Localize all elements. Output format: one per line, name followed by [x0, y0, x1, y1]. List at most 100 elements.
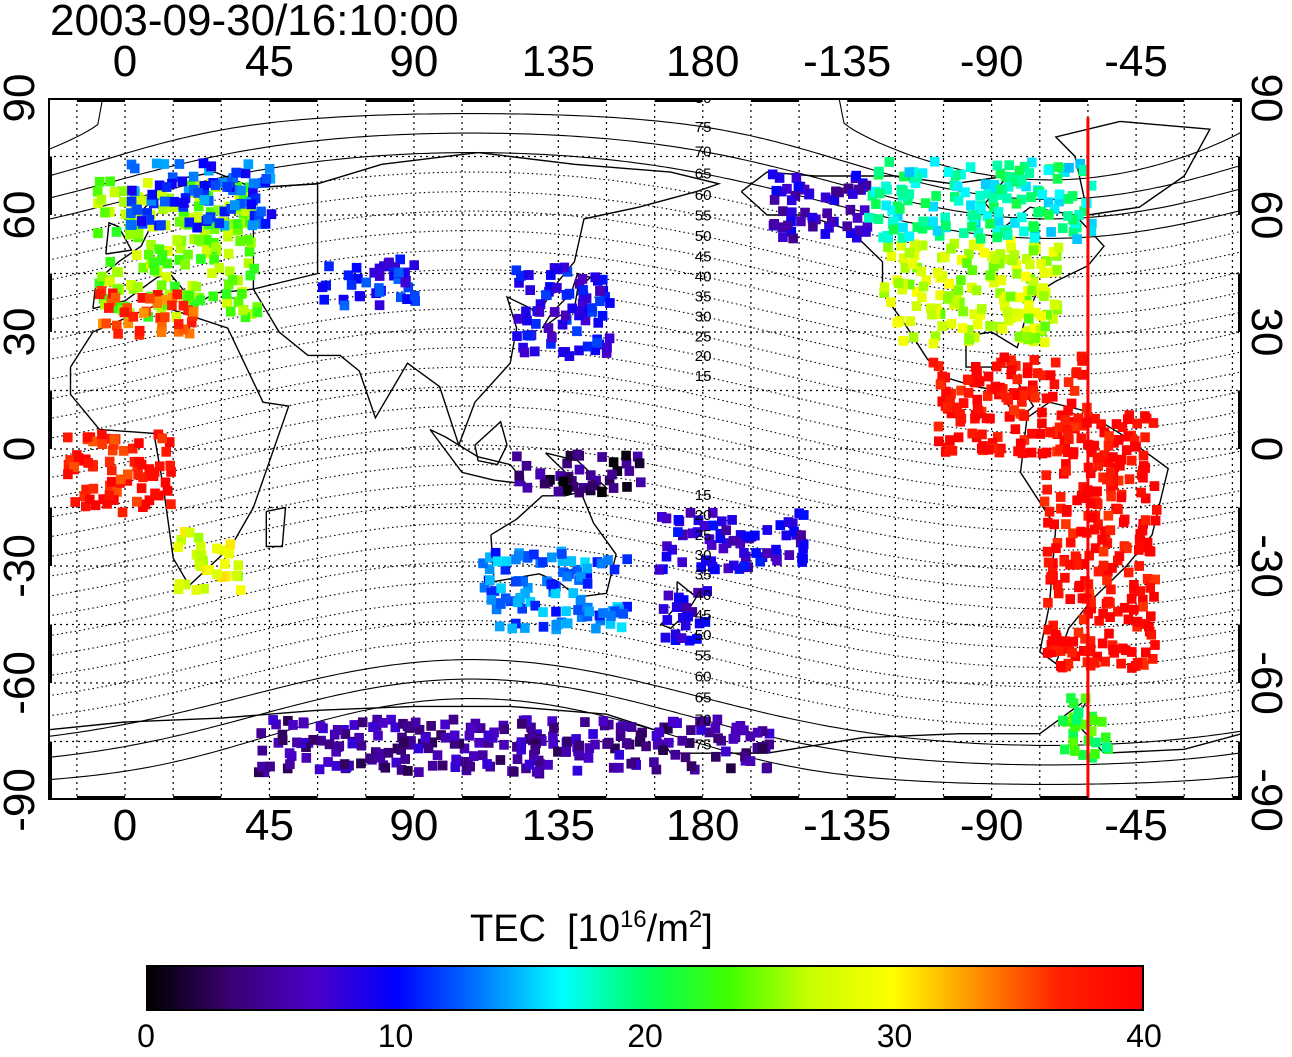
tec-pixel [576, 571, 586, 582]
tec-pixel [800, 207, 810, 218]
tec-pixel [700, 617, 711, 627]
tec-pixel [693, 515, 704, 526]
tec-pixel [634, 458, 645, 469]
tec-pixel [250, 193, 261, 204]
contour-line [48, 171, 1242, 259]
tec-pixel [1002, 230, 1013, 240]
y-tick-left-0: 90 [0, 73, 44, 123]
tec-pixel [1049, 379, 1060, 390]
tec-pixel [372, 714, 382, 725]
frame-tick-bar [847, 796, 896, 800]
tec-pixel [104, 303, 114, 313]
tec-pixel [920, 198, 931, 209]
tec-pixel [1042, 309, 1052, 320]
tec-pixel [985, 413, 995, 424]
tec-pixel [1109, 437, 1119, 448]
tec-pixel [168, 202, 178, 212]
tec-pixel [1148, 654, 1158, 664]
tec-pixel [63, 469, 73, 480]
tec-pixel [826, 217, 837, 227]
tec-pixel [1116, 492, 1127, 503]
tec-pixel [928, 338, 939, 349]
tec-pixel [340, 729, 351, 739]
tec-pixel [167, 172, 178, 183]
x-tick-bottom-7: -45 [1104, 801, 1168, 850]
tec-pixel [232, 219, 242, 229]
tec-pixel [512, 331, 522, 341]
tec-pixel [693, 587, 703, 598]
tec-pixel [414, 724, 425, 735]
contour-line [48, 464, 1242, 551]
tec-pixel [1089, 440, 1100, 451]
tec-pixel [610, 743, 620, 754]
tec-pixel [205, 207, 216, 217]
tec-pixel [355, 291, 365, 302]
tec-pixel [511, 576, 521, 587]
tec-pixel [842, 221, 852, 232]
contour-line [48, 327, 1242, 415]
frame-tick-bar [48, 507, 52, 566]
tec-pixel [1060, 572, 1070, 583]
tec-pixel [223, 226, 233, 237]
tec-pixel [180, 259, 190, 270]
tec-pixel [715, 528, 726, 539]
tec-pixel [982, 211, 993, 221]
tec-pixel [1145, 582, 1155, 593]
tec-pixel [437, 760, 448, 771]
tec-pixel [248, 178, 259, 189]
tec-pixel [410, 717, 421, 728]
contour-label-s-4: 35 [695, 567, 712, 584]
frame-tick-bar [269, 98, 318, 102]
tec-pixel [202, 214, 213, 225]
frame-tick-bar [173, 98, 222, 102]
tec-pixel [94, 278, 105, 289]
y-tick-right-0: 90 [1242, 73, 1291, 123]
tec-pixel [513, 313, 524, 324]
tec-pixel [547, 552, 557, 563]
tec-pixel [107, 465, 117, 476]
tec-pixel [346, 280, 357, 290]
tec-pixel [219, 206, 230, 217]
tec-pixel [268, 715, 278, 725]
tec-pixel [1050, 629, 1061, 640]
tec-pixel [932, 225, 943, 236]
tec-pixel [400, 277, 411, 288]
tec-pixel [1051, 543, 1061, 554]
tec-pixel [783, 220, 793, 231]
tec-pixel [1054, 196, 1064, 207]
frame-tick-bar [1039, 98, 1088, 102]
tec-pixel [164, 437, 175, 447]
tec-pixel [127, 220, 137, 230]
tec-pixel [1132, 616, 1143, 627]
tec-pixel [1113, 475, 1124, 486]
frame-tick-bar [462, 98, 511, 102]
frame-tick-bar [365, 796, 414, 800]
tec-pixel [156, 220, 166, 230]
tec-pixel [1123, 431, 1133, 442]
tec-pixel [520, 623, 530, 633]
tec-pixel [798, 543, 808, 554]
tec-pixel [1047, 647, 1057, 657]
tec-pixel [1029, 323, 1040, 334]
tec-pixel [582, 569, 593, 579]
tec-pixel [206, 161, 217, 172]
tec-pixel [133, 282, 143, 292]
tec-pixel [711, 751, 721, 762]
y-tick-right-3: 0 [1242, 436, 1291, 462]
colorbar-tick-1: 10 [377, 1018, 414, 1054]
tec-pixel [669, 717, 679, 727]
tec-pixel [1076, 526, 1086, 537]
tec-pixel [852, 232, 862, 243]
tec-pixel [699, 520, 710, 531]
tec-pixel [975, 233, 986, 244]
tec-pixel [1107, 563, 1117, 573]
tec-pixel [1106, 491, 1116, 502]
tec-pixel [774, 173, 785, 183]
frame-tick-bar [558, 98, 607, 102]
tec-pixel [173, 542, 184, 553]
tec-pixel [199, 181, 210, 191]
tec-pixel [577, 274, 588, 284]
tec-pixel [604, 475, 615, 486]
tec-pixel [202, 235, 212, 245]
tec-pixel [745, 756, 756, 766]
